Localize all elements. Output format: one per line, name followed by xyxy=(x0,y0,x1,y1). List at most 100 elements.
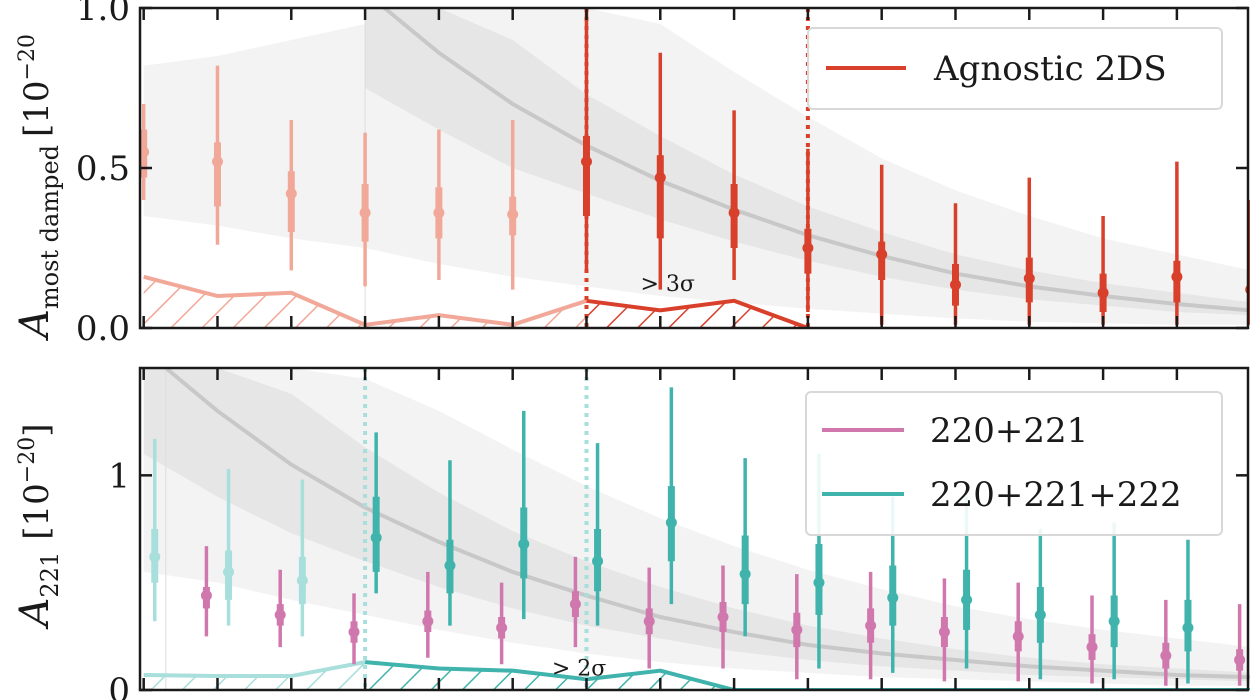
y-tick-label: 0.0 xyxy=(76,309,130,349)
median-marker xyxy=(887,592,899,604)
median-marker xyxy=(518,538,530,550)
median-marker xyxy=(296,575,308,587)
data-point xyxy=(876,164,888,325)
data-point xyxy=(717,565,729,669)
median-marker xyxy=(569,598,581,610)
data-point xyxy=(1160,599,1172,686)
data-point xyxy=(569,556,581,648)
data-point xyxy=(200,546,212,637)
bottom-ylabel-exp: −20 xyxy=(15,437,40,483)
significance-below-hatch xyxy=(143,276,587,328)
median-marker xyxy=(127,577,138,588)
legend-label-220-221: 220+221 xyxy=(930,411,1088,451)
top-data-points xyxy=(140,8,1250,325)
median-marker xyxy=(1097,287,1109,299)
median-marker xyxy=(496,622,508,634)
median-marker xyxy=(739,568,751,580)
legend-label-agnostic: Agnostic 2DS xyxy=(933,49,1167,89)
top-legend: Agnostic 2DS xyxy=(807,27,1223,110)
y-tick-label: 0.5 xyxy=(76,149,130,189)
median-marker xyxy=(370,532,382,544)
data-point xyxy=(496,582,508,665)
median-marker xyxy=(1182,622,1194,634)
data-point xyxy=(370,432,382,594)
data-point xyxy=(1234,604,1246,686)
data-point xyxy=(1034,529,1046,680)
median-marker xyxy=(359,207,371,219)
top-ylabel-unit: [10 xyxy=(17,80,57,137)
data-point xyxy=(938,578,950,682)
median-marker xyxy=(1012,630,1024,642)
median-marker xyxy=(865,620,877,632)
median-marker xyxy=(580,156,592,168)
data-point xyxy=(507,120,519,290)
median-marker xyxy=(728,207,740,219)
data-point xyxy=(140,104,150,200)
bottom-plot-frame xyxy=(138,366,1250,692)
median-marker xyxy=(1086,641,1098,653)
data-point xyxy=(1097,216,1109,325)
median-marker xyxy=(1171,271,1183,283)
legend-label-220-221-222: 220+221+222 xyxy=(930,475,1182,515)
data-point xyxy=(223,468,235,626)
y-tick-label: 0 xyxy=(108,671,130,700)
data-point xyxy=(422,571,434,658)
median-marker xyxy=(717,611,729,623)
bottom-significance-curve xyxy=(143,660,1250,690)
bottom-ylabel-main: A xyxy=(12,598,58,631)
median-marker xyxy=(433,207,445,219)
panel-bottom-a221: 01 > 2σ A221[10−20] 220+221 220+221+222 xyxy=(12,366,1250,700)
bottom-y-axis-label: A221[10−20] xyxy=(12,424,64,631)
median-marker xyxy=(507,208,519,220)
median-marker xyxy=(654,172,666,184)
median-marker xyxy=(140,146,150,158)
median-marker xyxy=(1160,650,1172,662)
top-y-axis-label: Amost damped [10−20 xyxy=(12,34,64,342)
median-marker xyxy=(274,609,286,621)
median-marker xyxy=(665,517,677,529)
posterior-band-outer xyxy=(143,368,1250,686)
data-point xyxy=(643,567,655,669)
data-point xyxy=(359,132,371,287)
median-marker xyxy=(813,577,825,589)
top-axis-ticks: 0.0 0.5 1.0 xyxy=(76,0,1248,349)
median-marker xyxy=(200,590,212,602)
median-marker xyxy=(149,551,161,563)
median-marker xyxy=(876,248,888,260)
y-tick-label: 1.0 xyxy=(76,0,130,29)
median-marker xyxy=(1023,272,1035,284)
median-marker xyxy=(348,626,360,638)
svg-text:A221[10−20]: A221[10−20] xyxy=(12,424,64,631)
data-point xyxy=(1182,539,1194,684)
bottom-ylabel-unit: [10 xyxy=(17,483,57,540)
median-marker xyxy=(961,594,973,606)
data-point xyxy=(665,387,677,605)
svg-text:Amost damped[10−20: Amost damped [10−20 xyxy=(12,34,64,342)
data-point xyxy=(518,410,530,620)
top-significance-annotation: > 3σ xyxy=(640,272,694,297)
median-marker xyxy=(223,566,235,578)
median-marker xyxy=(1034,609,1046,621)
data-point xyxy=(1171,161,1183,325)
data-point xyxy=(1108,522,1120,680)
median-marker xyxy=(422,615,434,627)
data-point xyxy=(949,203,961,325)
median-marker xyxy=(592,555,604,567)
median-marker xyxy=(211,156,223,168)
data-point xyxy=(433,129,445,280)
median-marker xyxy=(285,188,297,200)
data-point xyxy=(285,120,297,271)
data-point xyxy=(211,65,223,245)
data-point xyxy=(1086,595,1098,684)
data-point xyxy=(592,443,604,626)
bottom-axis-ticks: 01 xyxy=(108,368,1248,700)
data-point xyxy=(348,593,360,665)
top-ylabel-sub: most damped xyxy=(36,145,64,309)
median-marker xyxy=(938,626,950,638)
significance-above-line xyxy=(586,298,809,328)
data-point xyxy=(791,574,803,680)
data-point xyxy=(728,110,740,280)
median-marker xyxy=(949,279,961,291)
data-point xyxy=(654,52,666,290)
